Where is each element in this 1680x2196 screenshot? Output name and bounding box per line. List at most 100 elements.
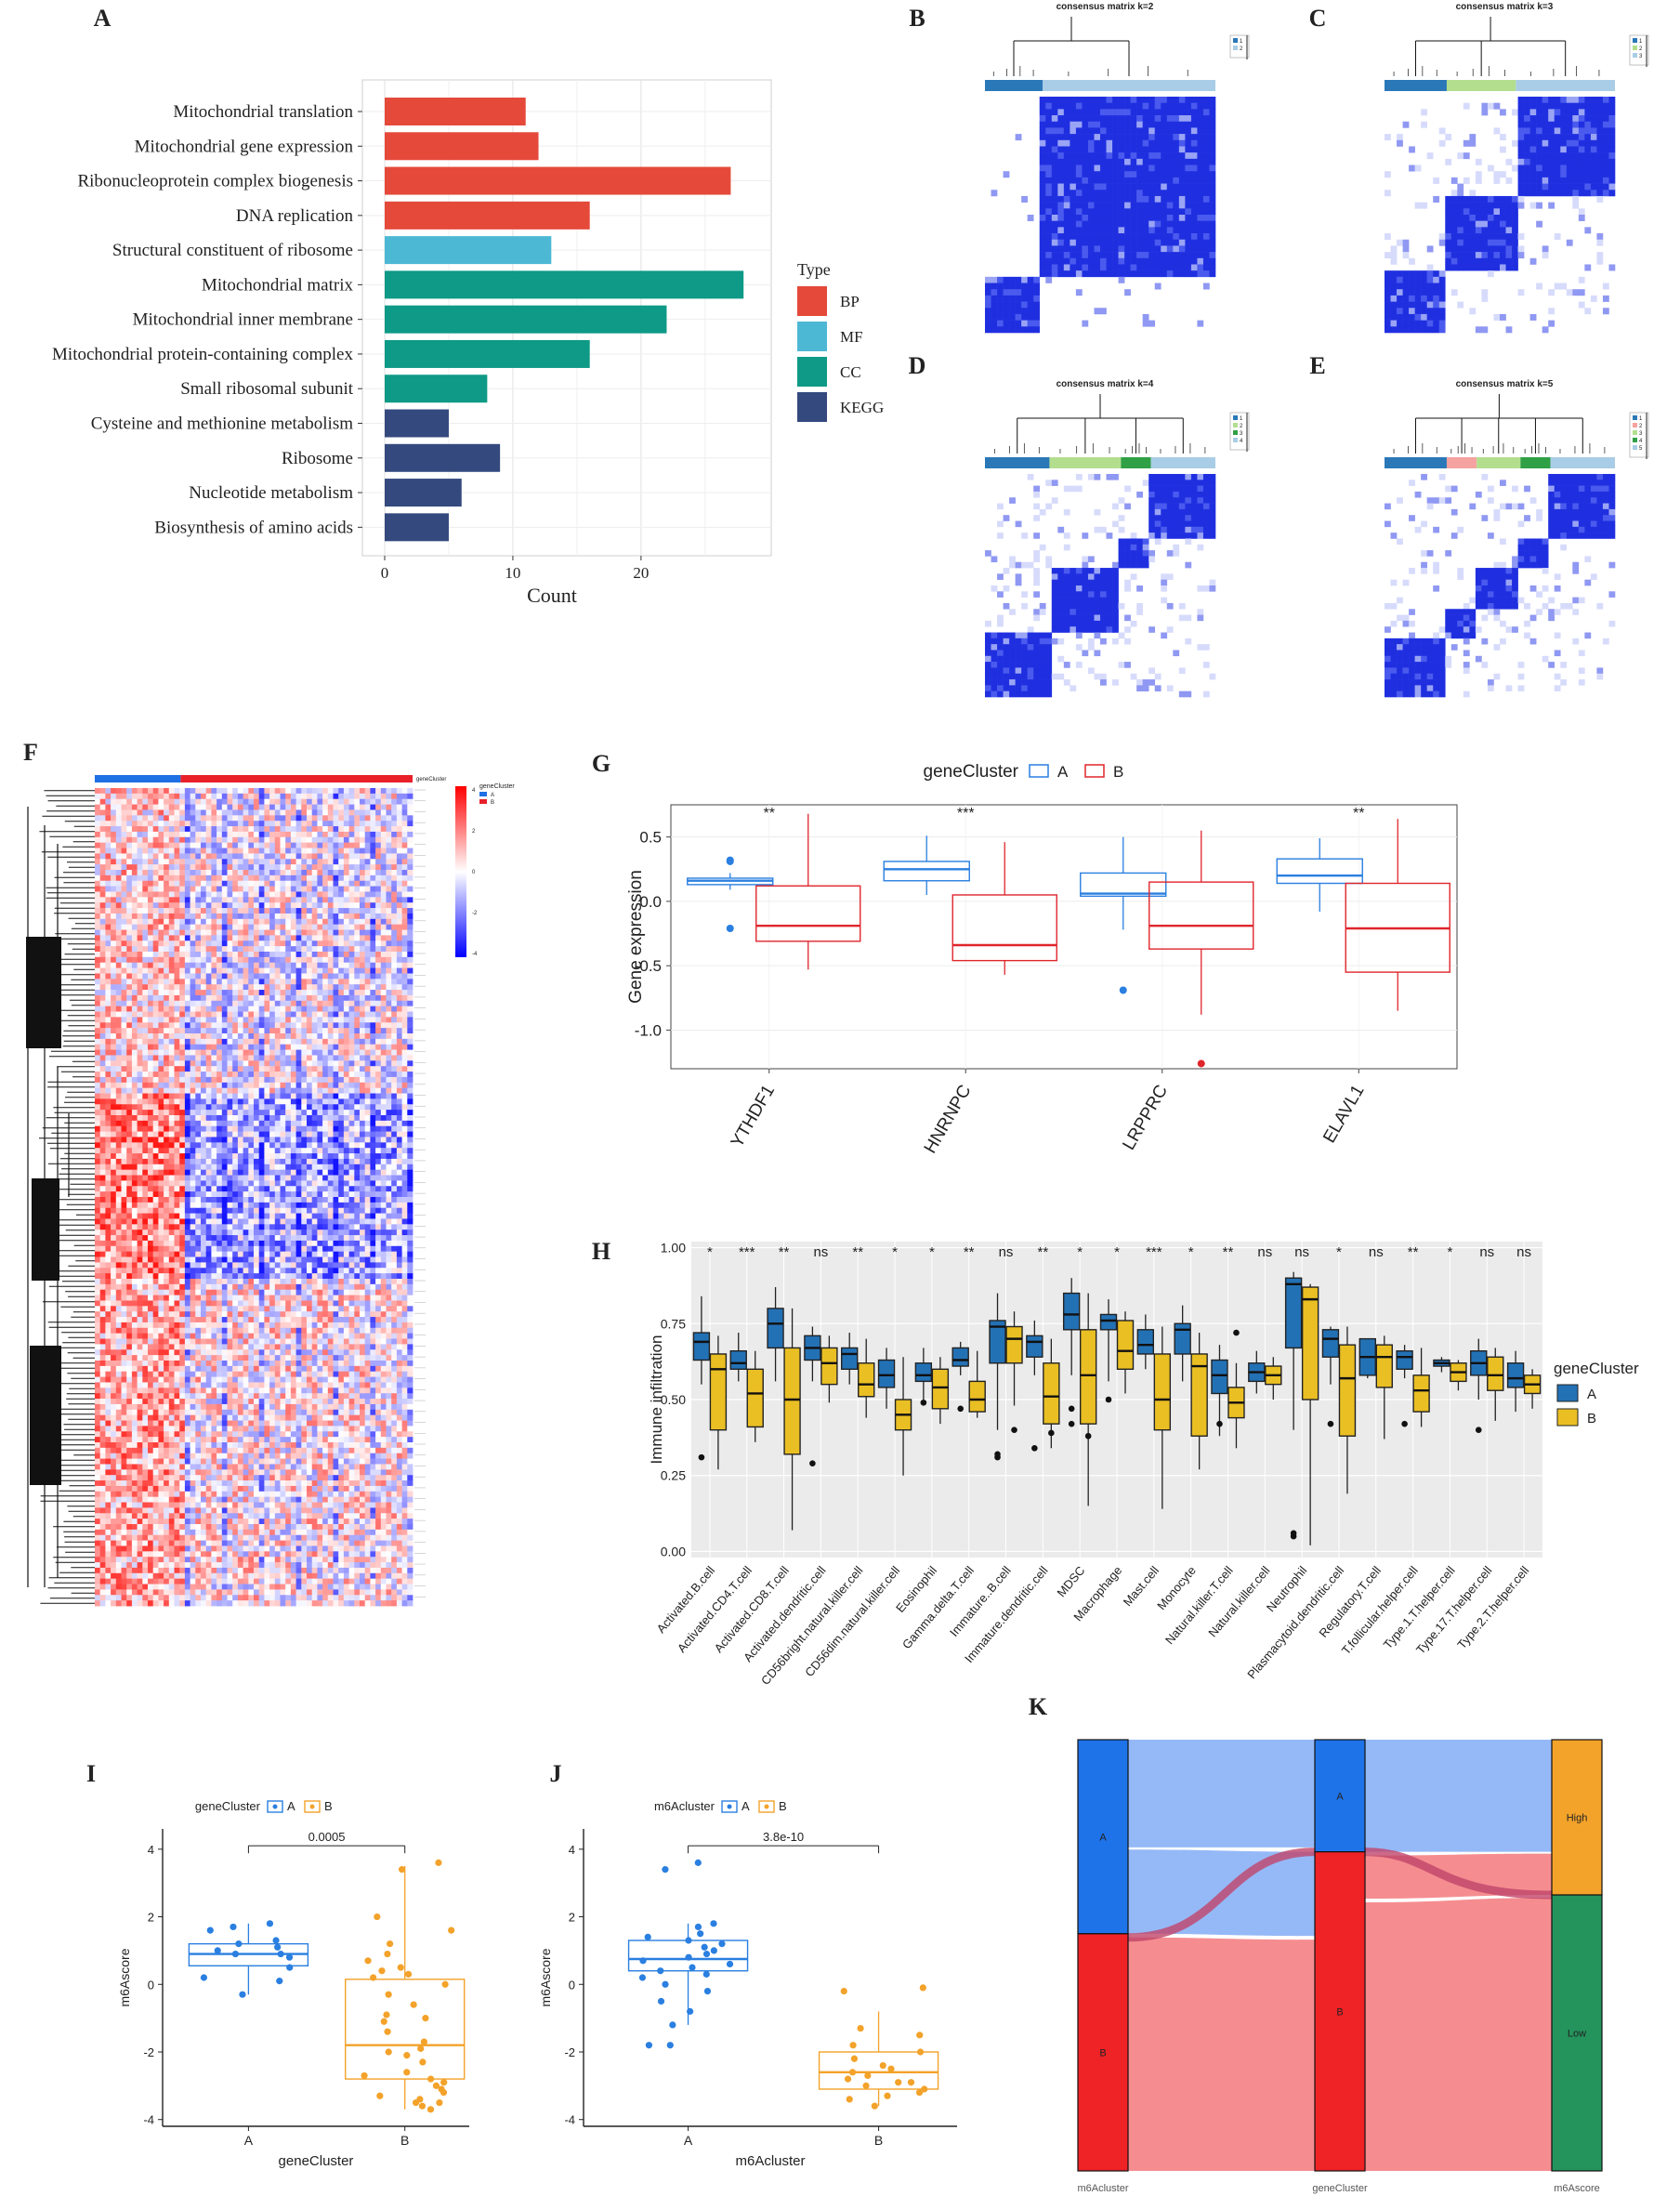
matrix-cell [1584,508,1592,516]
heatmap-cell [121,815,127,822]
matrix-cell [1608,503,1616,510]
matrix-cell [1082,602,1089,610]
matrix-cell [1536,121,1542,128]
heatmap-cell [168,809,175,816]
heatmap-cell [168,815,175,822]
matrix-cell [1602,491,1609,498]
matrix-cell [1197,320,1204,327]
heatmap-cell [258,836,265,844]
matrix-cell [1572,515,1580,521]
heatmap-cell [174,940,180,947]
matrix-cell [1469,220,1477,228]
heatmap-cell [95,962,101,968]
matrix-cell [1087,585,1095,592]
heatmap-cell [290,891,296,898]
heatmap-cell [295,815,302,822]
matrix-cell [1438,320,1446,327]
heatmap-cell [158,897,164,903]
heatmap-cell [105,935,112,941]
heatmap-cell [105,793,112,800]
heatmap-cell [380,842,387,848]
heatmap-cell [258,956,265,964]
heatmap-cell [354,886,361,892]
matrix-cell [1390,320,1398,327]
heatmap-cell [158,842,164,848]
matrix-cell [1463,227,1470,234]
heatmap-cell [164,935,170,941]
matrix-cell [1500,597,1506,604]
heatmap-cell [195,831,202,838]
matrix-cell [1560,109,1568,116]
matrix-cell [1003,632,1010,639]
matrix-cell [1548,609,1555,615]
heatmap-cell [99,952,106,958]
matrix-cell [1481,614,1489,622]
matrix-cell [1548,177,1555,184]
matrix-cell [1173,480,1180,486]
matrix-cell [1148,164,1156,172]
heatmap-cell [221,891,228,898]
matrix-cell [985,673,991,680]
matrix-cell [985,550,991,557]
matrix-cell [1438,233,1446,241]
matrix-cell [1112,190,1119,197]
heatmap-cell [211,788,217,795]
matrix-cell [1021,650,1028,657]
matrix-cell [1385,190,1391,197]
legend-swatch [797,392,827,422]
matrix-cell [1015,690,1022,698]
matrix-cell [1414,638,1422,645]
matrix-cell [1572,497,1580,504]
matrix-cell [1087,568,1095,574]
heatmap-cell [248,821,255,827]
matrix-cell [1166,503,1174,510]
heatmap-cell [354,902,361,909]
matrix-cell [1385,313,1391,321]
matrix-cell [1027,673,1034,680]
heatmap-cell [295,940,302,947]
matrix-cell [1094,152,1101,160]
category-label: Ribonucleoprotein complex biogenesis [77,172,353,191]
heatmap-cell [121,935,127,941]
matrix-cell [1397,134,1403,141]
matrix-cell [1185,164,1192,172]
matrix-cell [1438,127,1446,135]
matrix-cell [1070,171,1077,178]
matrix-cell [1209,270,1216,278]
matrix-cell [1390,673,1398,680]
matrix-cell [985,620,991,627]
heatmap-cell [148,952,154,958]
heatmap-cell [158,804,164,810]
heatmap-cell [179,956,186,964]
matrix-cell [1112,97,1119,103]
cluster-strip [1550,457,1615,468]
heatmap-cell [179,821,186,827]
matrix-cell [1166,264,1174,271]
heatmap-cell [168,798,175,805]
matrix-cell [1082,208,1089,216]
heatmap-cell [95,918,101,926]
matrix-cell [1572,508,1580,516]
matrix-cell [997,685,1004,691]
matrix-cell [1202,515,1210,521]
heatmap-cell [237,956,243,964]
matrix-cell [1493,233,1501,241]
heatmap-cell [354,864,361,871]
matrix-cell [1148,227,1156,234]
heatmap-cell [99,891,106,898]
matrix-cell [1063,177,1070,184]
heatmap-cell [354,836,361,844]
heatmap-cell [174,952,180,958]
matrix-cell [1578,190,1585,197]
matrix-cell [1161,227,1168,234]
matrix-cell [1414,673,1422,680]
matrix-cell [1075,485,1083,493]
heatmap-cell [217,826,223,833]
matrix-cell [1469,245,1477,253]
matrix-cell [1572,609,1580,615]
matrix-cell [1450,289,1458,296]
matrix-cell [1045,257,1053,265]
matrix-cell [1039,164,1046,172]
matrix-cell [1548,97,1555,103]
matrix-cell [1608,561,1616,569]
